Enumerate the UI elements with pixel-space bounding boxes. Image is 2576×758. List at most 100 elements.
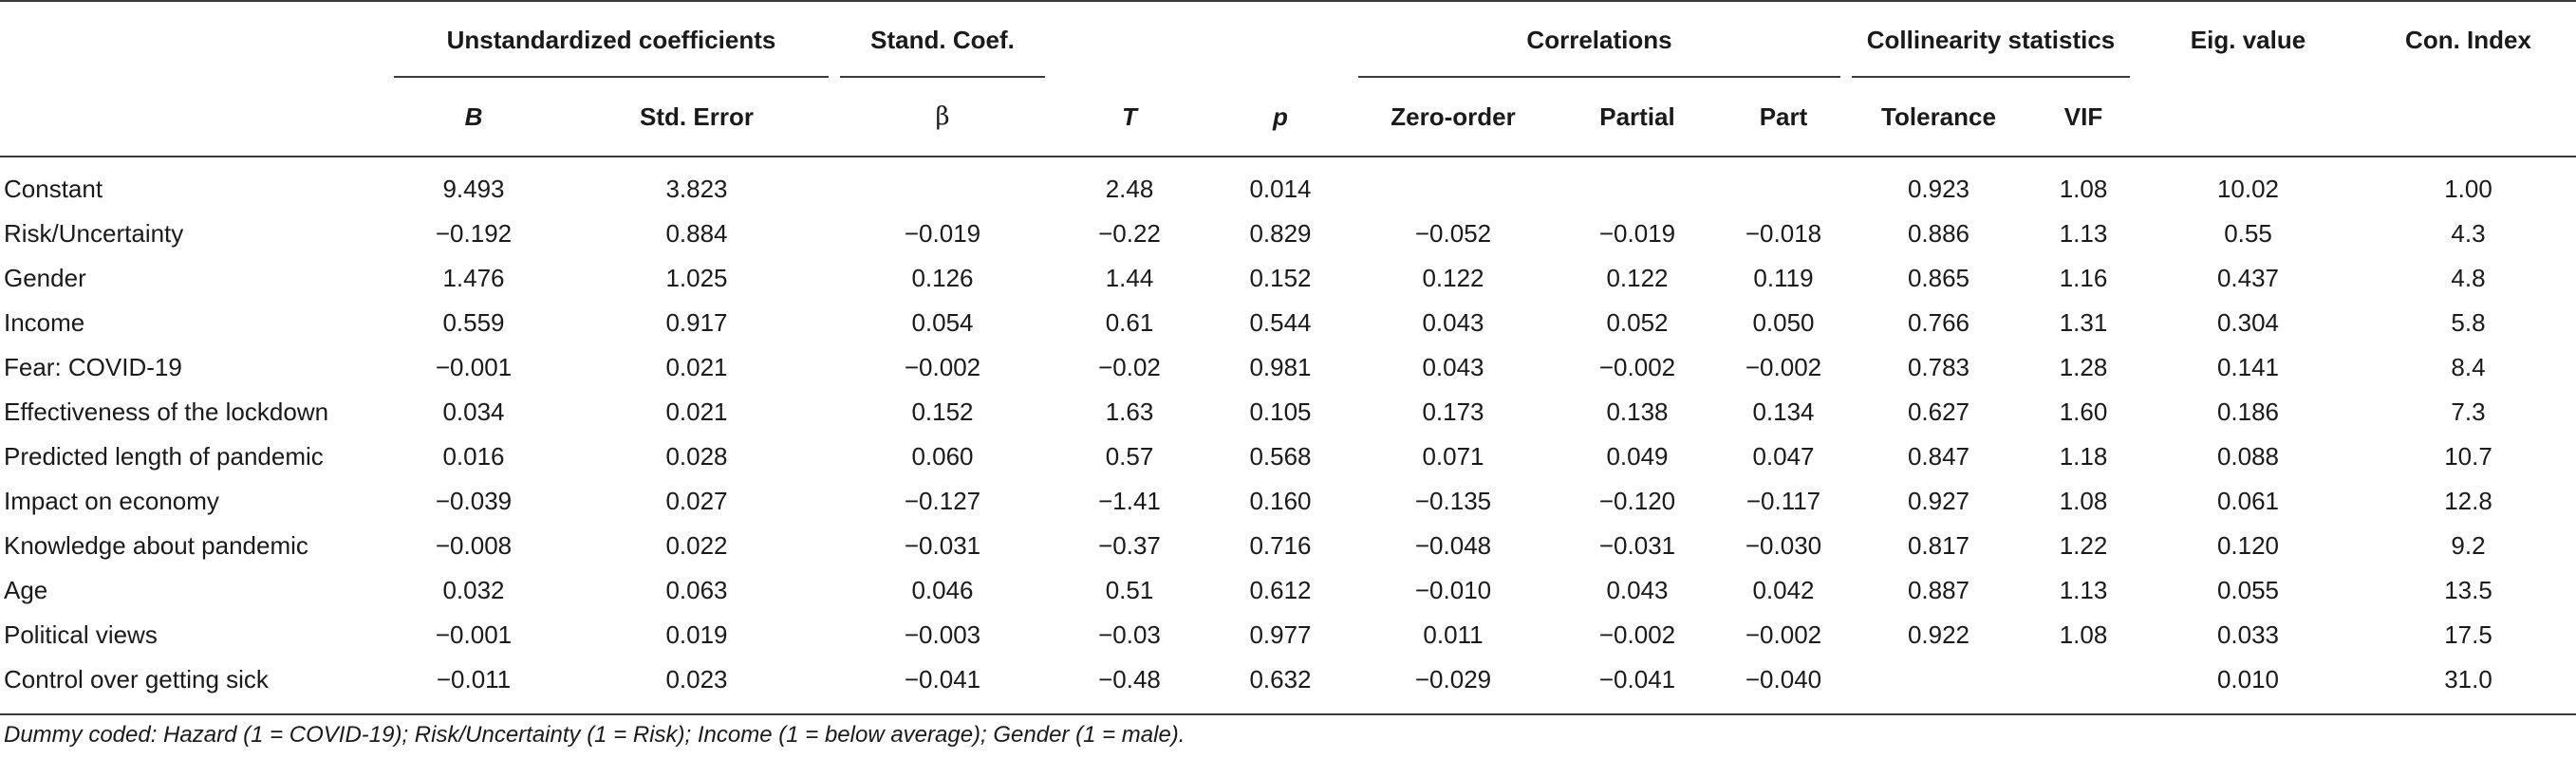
cell-vif: 1.08 bbox=[2059, 487, 2108, 515]
cell-con-index: 12.8 bbox=[2444, 487, 2492, 515]
cell-vif: 1.16 bbox=[2059, 264, 2108, 292]
cell-beta: 0.126 bbox=[911, 264, 974, 292]
cell-con-index: 17.5 bbox=[2444, 620, 2492, 649]
cell-vif: 1.28 bbox=[2059, 353, 2108, 381]
cell-t: 2.48 bbox=[1105, 175, 1154, 203]
cell-tolerance: 0.923 bbox=[1907, 175, 1970, 203]
row-label: Fear: COVID-19 bbox=[4, 353, 182, 381]
cell-b: −0.008 bbox=[435, 531, 513, 560]
cell-beta: 0.054 bbox=[911, 308, 974, 337]
table-row: Risk/Uncertainty −0.192 0.884 −0.019 −0.… bbox=[0, 212, 2576, 256]
cell-b: 1.476 bbox=[442, 264, 505, 292]
cell-zero-order: 0.011 bbox=[1423, 620, 1484, 649]
table-row: Age 0.032 0.063 0.046 0.51 0.612 −0.010 … bbox=[0, 568, 2576, 613]
header-row-columns: B Std. Error β T p Zero-order Partial Pa… bbox=[0, 78, 2576, 157]
row-label: Effectiveness of the lockdown bbox=[4, 397, 329, 426]
cell-b: −0.192 bbox=[435, 219, 513, 248]
cell-std-error: 0.884 bbox=[665, 219, 728, 248]
cell-vif: 1.31 bbox=[2059, 308, 2108, 337]
row-label: Control over getting sick bbox=[4, 665, 269, 693]
row-label: Income bbox=[4, 308, 85, 337]
cell-t: 0.51 bbox=[1105, 576, 1154, 604]
cell-beta: −0.019 bbox=[904, 219, 981, 248]
cell-vif: 1.60 bbox=[2059, 397, 2108, 426]
cell-eig-value: 0.061 bbox=[2216, 487, 2280, 515]
cell-tolerance: 0.817 bbox=[1907, 531, 1970, 560]
cell-part: −0.117 bbox=[1745, 487, 1821, 515]
cell-t: −0.48 bbox=[1098, 665, 1161, 693]
table-row: Gender 1.476 1.025 0.126 1.44 0.152 0.12… bbox=[0, 256, 2576, 301]
cell-eig-value: 0.304 bbox=[2216, 308, 2280, 337]
cell-b: 0.032 bbox=[442, 576, 505, 604]
b-header: B bbox=[464, 102, 483, 131]
cell-p: 0.152 bbox=[1249, 264, 1312, 292]
cell-std-error: 0.023 bbox=[665, 665, 728, 693]
cell-part: −0.040 bbox=[1745, 665, 1822, 693]
cell-std-error: 0.027 bbox=[665, 487, 728, 515]
cell-eig-value: 0.186 bbox=[2216, 397, 2280, 426]
cell-b: 0.016 bbox=[442, 442, 505, 471]
cell-con-index: 4.8 bbox=[2451, 264, 2486, 292]
table-row: Predicted length of pandemic 0.016 0.028… bbox=[0, 434, 2576, 479]
cell-partial bbox=[1554, 167, 1721, 212]
cell-tolerance: 0.627 bbox=[1907, 397, 1970, 426]
cell-p: 0.977 bbox=[1249, 620, 1312, 649]
cell-t: −0.02 bbox=[1098, 353, 1161, 381]
correlations-header: Correlations bbox=[1353, 2, 1846, 78]
cell-part: 0.042 bbox=[1752, 576, 1815, 604]
con-index-header: Con. Index bbox=[2405, 25, 2531, 54]
cell-zero-order: 0.122 bbox=[1422, 264, 1484, 292]
cell-zero-order: −0.029 bbox=[1414, 665, 1492, 693]
cell-part: −0.002 bbox=[1745, 353, 1822, 381]
cell-tolerance: 0.887 bbox=[1907, 576, 1970, 604]
cell-std-error: 0.063 bbox=[665, 576, 728, 604]
table-row: Impact on economy −0.039 0.027 −0.127 −1… bbox=[0, 479, 2576, 524]
cell-con-index: 8.4 bbox=[2451, 353, 2486, 381]
cell-vif: 1.08 bbox=[2059, 620, 2108, 649]
cell-part: 0.134 bbox=[1752, 397, 1815, 426]
cell-vif: 1.13 bbox=[2059, 576, 2108, 604]
cell-vif: 1.22 bbox=[2059, 531, 2108, 560]
cell-std-error: 0.028 bbox=[665, 442, 728, 471]
cell-tolerance: 0.865 bbox=[1907, 264, 1970, 292]
cell-tolerance: 0.922 bbox=[1907, 620, 1970, 649]
cell-eig-value: 0.088 bbox=[2216, 442, 2280, 471]
cell-p: 0.716 bbox=[1249, 531, 1312, 560]
cell-partial: −0.120 bbox=[1598, 487, 1676, 515]
cell-part: 0.119 bbox=[1753, 264, 1814, 292]
cell-t: 1.63 bbox=[1105, 397, 1154, 426]
stand-coef-header: Stand. Coef. bbox=[834, 2, 1051, 78]
cell-eig-value: 0.055 bbox=[2216, 576, 2280, 604]
row-label: Gender bbox=[4, 264, 86, 292]
cell-con-index: 10.7 bbox=[2444, 442, 2492, 471]
cell-con-index: 7.3 bbox=[2451, 397, 2486, 426]
cell-p: 0.612 bbox=[1249, 576, 1312, 604]
cell-t: 0.61 bbox=[1105, 308, 1154, 337]
cell-zero-order: −0.048 bbox=[1414, 531, 1492, 560]
row-label: Political views bbox=[4, 620, 158, 649]
cell-tolerance: 0.886 bbox=[1907, 219, 1970, 248]
row-label: Constant bbox=[4, 175, 103, 203]
cell-p: 0.014 bbox=[1249, 175, 1312, 203]
cell-std-error: 0.021 bbox=[665, 353, 728, 381]
cell-tolerance: 0.783 bbox=[1907, 353, 1970, 381]
tolerance-header: Tolerance bbox=[1881, 102, 1996, 131]
cell-eig-value: 0.141 bbox=[2216, 353, 2280, 381]
cell-part: −0.030 bbox=[1745, 531, 1822, 560]
cell-partial: 0.138 bbox=[1606, 397, 1669, 426]
cell-std-error: 0.917 bbox=[665, 308, 728, 337]
cell-eig-value: 10.02 bbox=[2216, 175, 2280, 203]
cell-t: −0.37 bbox=[1098, 531, 1161, 560]
row-label: Knowledge about pandemic bbox=[4, 531, 308, 560]
cell-partial: −0.031 bbox=[1598, 531, 1676, 560]
cell-t: −0.22 bbox=[1098, 219, 1161, 248]
row-label: Impact on economy bbox=[4, 487, 219, 515]
cell-std-error: 0.022 bbox=[665, 531, 728, 560]
table-row: Political views −0.001 0.019 −0.003 −0.0… bbox=[0, 613, 2576, 657]
table-row: Constant 9.493 3.823 2.48 0.014 0.923 1.… bbox=[0, 167, 2576, 212]
cell-con-index: 9.2 bbox=[2451, 531, 2486, 560]
t-header: T bbox=[1122, 102, 1137, 131]
cell-std-error: 1.025 bbox=[665, 264, 728, 292]
table-footnote: Dummy coded: Hazard (1 = COVID-19); Risk… bbox=[4, 722, 1185, 748]
cell-part: 0.050 bbox=[1752, 308, 1815, 337]
